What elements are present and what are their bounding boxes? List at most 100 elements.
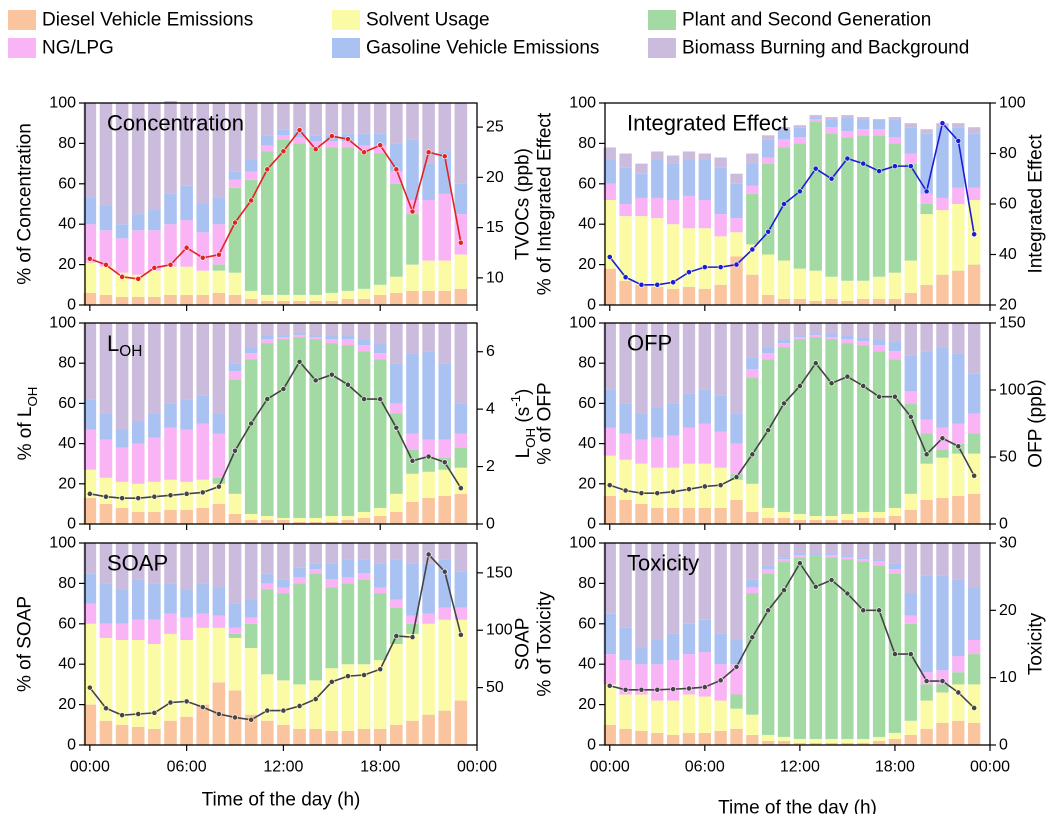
bar-segment [309,517,322,522]
bar-segment [619,627,632,661]
panel-title: SOAP [107,551,168,576]
bar-segment [746,274,759,305]
line-marker [907,413,914,420]
bar-segment [952,423,965,444]
bar-segment [131,274,145,297]
bar-segment [714,323,727,396]
bar-segment [888,272,902,299]
label-part: ) [513,389,534,395]
bar-segment [651,639,664,665]
bar-segment [682,228,696,287]
line [609,361,975,494]
line-marker [425,149,432,156]
x-tick-label: 00:00 [590,759,630,776]
bar-segment [825,323,838,334]
bar-segment [762,347,775,354]
line-marker [135,495,142,502]
bar-segment [857,738,870,743]
bar-segment [793,339,807,514]
bar-segment [746,593,759,715]
line-marker [312,377,319,384]
bar-segment [904,509,917,524]
bar-segment [454,183,468,215]
line-marker [183,698,190,705]
bar-segment [99,439,113,478]
bar-segment [967,264,981,305]
bar-segment [777,736,791,741]
bar-segment [260,294,274,301]
bar-segment [115,238,129,273]
bar-segment [406,563,419,616]
bar-segment [762,569,775,574]
line-marker [199,704,206,711]
bar-segment [967,587,981,640]
bar-segment [603,427,616,456]
line-marker [670,279,677,286]
line-marker [86,684,93,691]
bar-segment [228,513,242,524]
bar-segment [196,543,210,584]
bar-segment [115,224,129,239]
bar-segment [793,513,807,520]
bar-segment [841,343,854,514]
line-marker [733,474,740,480]
bar-segment [438,363,452,440]
bar-segment [904,163,917,261]
panel-title: LOH [107,331,142,361]
bar-segment [920,193,933,204]
bar-segment [325,103,339,136]
bar-segment [952,323,965,354]
line-marker [860,160,867,167]
bar-segment [406,543,419,564]
bar-segment [357,579,371,665]
bar-segment [309,300,322,305]
line-marker [345,381,351,388]
y2-tick-label: 50 [999,449,1017,466]
line-marker [717,677,724,684]
bar-segment [746,193,759,245]
bar-segment [920,204,933,215]
bar-segment [888,569,902,574]
bar-segment [762,359,775,508]
bar-segment [857,543,870,558]
bar-segment [115,429,129,448]
bar-segment [904,260,917,293]
bar-segment [619,433,632,460]
bar-segment [952,127,965,188]
y2-axis-title: LOH (s-1) [508,389,538,459]
line-marker [622,487,629,494]
bar-segment [714,700,727,731]
bar-segment [83,262,97,293]
y2-tick-label: 100 [999,95,1026,112]
bar-segment [841,513,854,520]
line-marker [733,663,740,670]
y2-tick-label: 100 [486,622,513,639]
line-marker [733,261,740,268]
bar-segment [390,292,403,305]
bar-segment [872,276,886,299]
y2-axis-title: TVOCs (ppb) [513,148,534,260]
bar-segment [635,439,648,464]
bar-segment [277,543,290,580]
line-marker [248,420,255,427]
bar-segment [260,515,274,520]
bar-segment [746,734,759,745]
bar-segment [260,151,274,295]
bar-segment [212,103,226,198]
bar-segment [212,292,226,305]
bar-segment [825,553,838,556]
bar-segment [857,561,870,739]
bar-segment [714,214,727,237]
line-marker [264,707,271,714]
bar-segment [373,543,387,564]
bar-segment [325,579,339,588]
line-marker [907,651,914,657]
y2-axis-title: OFP (ppb) [1026,379,1047,467]
bar-segment [967,543,981,588]
bar-segment [373,145,387,154]
y2-tick-label: 150 [999,315,1026,332]
bar-segment [309,521,322,524]
bar-segment [115,481,129,508]
bar-segment [904,615,917,624]
